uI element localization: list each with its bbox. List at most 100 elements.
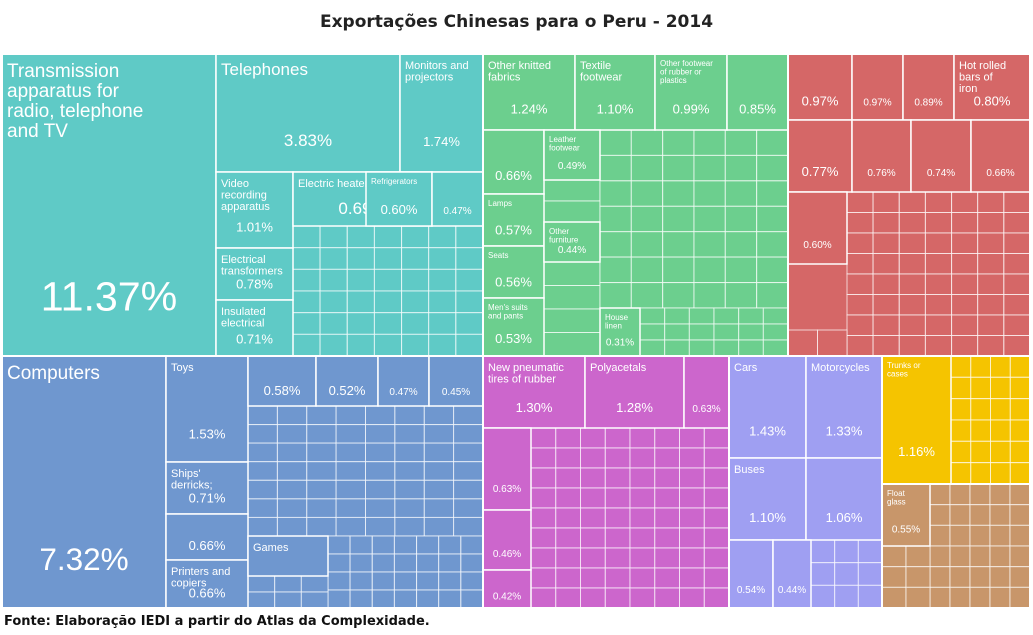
treemap-minor-cell bbox=[346, 247, 375, 270]
treemap-minor-cell bbox=[977, 335, 1005, 357]
treemap-minor-cell bbox=[756, 205, 789, 233]
cell-label-metals-3: bars of bbox=[959, 72, 994, 84]
treemap-cell-machinery-8 bbox=[431, 171, 484, 227]
treemap-minor-cell bbox=[881, 545, 907, 568]
cell-share-metals-4: 0.77% bbox=[802, 164, 839, 179]
treemap-minor-cell bbox=[346, 312, 375, 335]
treemap-minor-cell bbox=[580, 527, 606, 549]
treemap-minor-cell bbox=[394, 479, 425, 500]
treemap-minor-cell bbox=[756, 256, 789, 284]
treemap-minor-cell bbox=[393, 553, 417, 573]
treemap-minor-cell bbox=[438, 553, 462, 573]
cell-label-textiles-9: furniture bbox=[549, 235, 579, 244]
treemap-cell-textiles-0 bbox=[482, 53, 576, 131]
treemap-minor-cell bbox=[365, 442, 396, 463]
treemap-minor-cell bbox=[969, 545, 991, 568]
treemap-minor-cell bbox=[703, 567, 730, 589]
treemap-minor-cell bbox=[349, 571, 373, 591]
treemap-minor-cell bbox=[898, 314, 926, 336]
treemap-minor-cell bbox=[679, 527, 705, 549]
treemap-minor-cell bbox=[292, 290, 321, 314]
treemap-minor-cell bbox=[335, 442, 367, 463]
treemap-cell-electronics-5 bbox=[247, 355, 317, 407]
treemap-minor-cell bbox=[817, 329, 848, 357]
treemap-minor-cell bbox=[905, 566, 931, 588]
cell-label-textiles-0: fabrics bbox=[488, 72, 521, 84]
treemap-cell-electronics-8 bbox=[428, 355, 484, 407]
cell-share-textiles-2: 0.99% bbox=[673, 101, 710, 116]
cell-label-machinery-7: Refrigerators bbox=[371, 177, 417, 186]
treemap-minor-cell bbox=[810, 562, 836, 586]
treemap-minor-cell bbox=[629, 587, 656, 609]
cell-share-metals-1: 0.97% bbox=[863, 97, 891, 108]
treemap-minor-cell bbox=[276, 516, 308, 537]
cell-label-chemicals_plastics-0: New pneumatic bbox=[488, 362, 564, 374]
treemap-cell-metals-0 bbox=[787, 53, 853, 121]
cell-label-electronics-2: derricks; bbox=[171, 480, 213, 492]
treemap-minor-cell bbox=[969, 566, 991, 588]
cell-label-stone_glass-0: Float bbox=[887, 489, 906, 498]
treemap-minor-cell bbox=[762, 307, 789, 325]
treemap-minor-cell bbox=[276, 424, 308, 444]
treemap-minor-cell bbox=[455, 333, 484, 357]
treemap-minor-cell bbox=[335, 516, 367, 537]
treemap-minor-cell bbox=[924, 212, 953, 234]
treemap-minor-cell bbox=[365, 479, 396, 500]
treemap-minor-cell bbox=[460, 535, 484, 555]
treemap-minor-cell bbox=[949, 586, 971, 609]
cell-label-textiles-2: plastics bbox=[660, 76, 687, 85]
treemap-minor-cell bbox=[530, 547, 557, 569]
cell-share-transport-1: 1.33% bbox=[826, 424, 863, 439]
treemap-minor-cell bbox=[555, 507, 582, 529]
treemap-minor-cell bbox=[654, 447, 681, 469]
treemap-minor-cell bbox=[951, 253, 979, 275]
treemap-cell-metals-5 bbox=[851, 119, 912, 193]
treemap-minor-cell bbox=[762, 339, 789, 357]
cell-share-metals-3: 0.80% bbox=[974, 93, 1011, 108]
cell-label-electronics-0: Computers bbox=[7, 363, 100, 384]
treemap-minor-cell bbox=[724, 256, 758, 284]
treemap-minor-cell bbox=[703, 507, 730, 529]
treemap-minor-cell bbox=[455, 225, 484, 249]
treemap-minor-cell bbox=[664, 339, 690, 357]
treemap-minor-cell bbox=[949, 483, 971, 506]
treemap-minor-cell bbox=[455, 247, 484, 270]
treemap-minor-cell bbox=[989, 566, 1011, 588]
treemap-minor-cell bbox=[950, 376, 972, 400]
cell-label-textiles-7: Men's suits bbox=[488, 303, 528, 312]
treemap-minor-cell bbox=[639, 323, 666, 341]
treemap-minor-cell bbox=[346, 333, 375, 357]
treemap-minor-cell bbox=[951, 232, 979, 254]
treemap-minor-cell bbox=[949, 524, 971, 547]
source-note: Fonte: Elaboração IEDI a partir do Atlas… bbox=[4, 614, 430, 629]
treemap-minor-cell bbox=[319, 247, 348, 270]
treemap-minor-cell bbox=[881, 566, 907, 588]
treemap-minor-cell bbox=[989, 545, 1011, 568]
treemap-minor-cell bbox=[950, 462, 972, 485]
treemap-minor-cell bbox=[951, 335, 979, 357]
treemap-minor-cell bbox=[872, 253, 900, 275]
cell-label-electronics-1: Toys bbox=[171, 362, 194, 374]
cell-share-electronics-8: 0.45% bbox=[442, 387, 470, 398]
treemap-minor-cell bbox=[929, 566, 951, 588]
cell-label-textiles-6: Seats bbox=[488, 251, 508, 260]
treemap-minor-cell bbox=[970, 462, 992, 485]
treemap-minor-cell bbox=[654, 427, 681, 449]
treemap-minor-cell bbox=[950, 355, 972, 378]
cell-share-electronics-1: 1.53% bbox=[189, 427, 226, 442]
treemap-minor-cell bbox=[905, 586, 931, 609]
treemap-minor-cell bbox=[555, 427, 582, 449]
cell-label-machinery-3: Video bbox=[221, 178, 249, 190]
treemap-minor-cell bbox=[580, 567, 606, 589]
treemap-cell-metals-6 bbox=[910, 119, 972, 193]
treemap-minor-cell bbox=[247, 516, 278, 537]
treemap-minor-cell bbox=[371, 571, 395, 591]
cell-share-electronics-0: 7.32% bbox=[39, 541, 128, 577]
treemap-minor-cell bbox=[1009, 566, 1031, 588]
treemap-minor-cell bbox=[555, 587, 582, 609]
treemap-minor-cell bbox=[654, 547, 681, 569]
treemap-minor-cell bbox=[335, 498, 367, 518]
treemap-minor-cell bbox=[1009, 440, 1031, 464]
treemap-minor-cell bbox=[898, 294, 926, 316]
treemap-cell-metals-2 bbox=[902, 53, 955, 121]
